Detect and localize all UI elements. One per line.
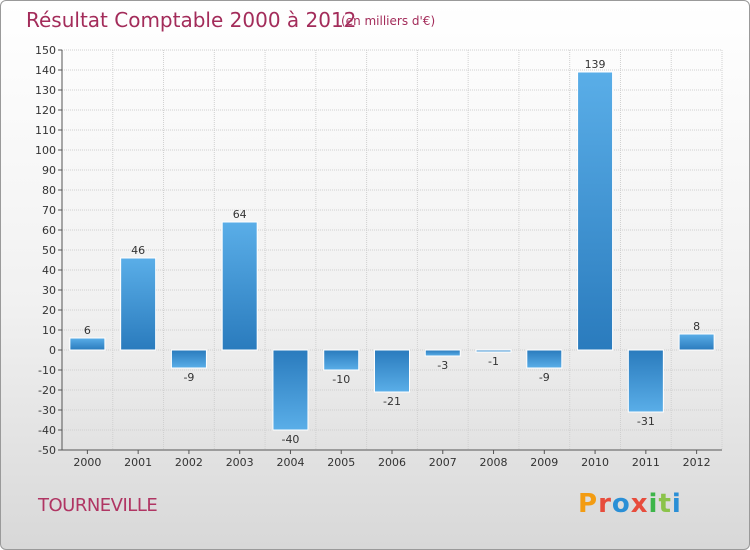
y-tick-label: 90	[42, 164, 56, 177]
y-tick-label: -20	[38, 384, 56, 397]
x-tick-label: 2011	[632, 456, 660, 469]
bar-2002	[170, 349, 207, 369]
x-tick-label: 2003	[226, 456, 254, 469]
bar-2007	[424, 349, 461, 357]
x-tick-label: 2008	[480, 456, 508, 469]
x-tick-label: 2009	[530, 456, 558, 469]
y-tick-label: -40	[38, 424, 56, 437]
logo-letter: P	[578, 489, 599, 519]
bar-2000	[69, 337, 106, 351]
data-label: 46	[131, 244, 145, 257]
data-label: -1	[488, 355, 499, 368]
data-label: 139	[585, 58, 606, 71]
y-tick-label: 70	[42, 204, 56, 217]
data-label: -3	[437, 359, 448, 372]
bar-2009	[526, 349, 563, 369]
y-tick-label: 50	[42, 244, 56, 257]
y-tick-label: 150	[35, 44, 56, 57]
x-tick-label: 2012	[683, 456, 711, 469]
bar-2010	[577, 71, 614, 351]
x-tick-label: 2004	[276, 456, 304, 469]
data-label: -40	[281, 433, 299, 446]
bar-2012	[678, 333, 715, 351]
y-tick-label: 140	[35, 64, 56, 77]
logo-letter: x	[630, 489, 649, 519]
x-tick-label: 2001	[124, 456, 152, 469]
bar-2001	[120, 257, 157, 351]
x-tick-label: 2005	[327, 456, 355, 469]
y-tick-label: 100	[35, 144, 56, 157]
chart-title: Résultat Comptable 2000 à 2012	[26, 8, 357, 32]
y-tick-label: 0	[49, 344, 56, 357]
x-tick-label: 2002	[175, 456, 203, 469]
data-label: -21	[383, 395, 401, 408]
x-tick-label: 2007	[429, 456, 457, 469]
y-tick-label: 130	[35, 84, 56, 97]
y-tick-label: 40	[42, 264, 56, 277]
logo-letter: o	[611, 489, 631, 519]
y-tick-label: 10	[42, 324, 56, 337]
bar-2008	[475, 349, 512, 353]
logo-letter: r	[598, 489, 612, 519]
y-tick-label: -50	[38, 444, 56, 457]
y-tick-label: 60	[42, 224, 56, 237]
data-label: -9	[183, 371, 194, 384]
data-label: -9	[539, 371, 550, 384]
chart-subtitle: (en milliers d'€)	[341, 14, 436, 28]
city-name: TOURNEVILLE	[38, 495, 158, 516]
bar-2006	[374, 349, 410, 393]
y-tick-label: 30	[42, 284, 56, 297]
data-label: 64	[233, 208, 247, 221]
bar-2011	[627, 349, 664, 413]
data-label: 6	[84, 324, 91, 337]
y-tick-label: 110	[35, 124, 56, 137]
data-label: -10	[332, 373, 350, 386]
x-tick-label: 2000	[73, 456, 101, 469]
y-tick-label: 120	[35, 104, 56, 117]
y-tick-label: 80	[42, 184, 56, 197]
data-label: 8	[693, 320, 700, 333]
x-tick-label: 2006	[378, 456, 406, 469]
bar-2004	[272, 349, 309, 431]
logo-letter: i	[648, 489, 659, 519]
logo-letter: i	[671, 489, 682, 519]
logo-letter: t	[658, 489, 672, 519]
bar-2003	[221, 221, 258, 351]
y-tick-label: -30	[38, 404, 56, 417]
y-tick-label: -10	[38, 364, 56, 377]
y-tick-label: 20	[42, 304, 56, 317]
bar-2005	[323, 349, 360, 371]
data-label: -31	[637, 415, 655, 428]
x-tick-label: 2010	[581, 456, 609, 469]
proxiti-logo[interactable]: Proxiti	[578, 489, 682, 519]
